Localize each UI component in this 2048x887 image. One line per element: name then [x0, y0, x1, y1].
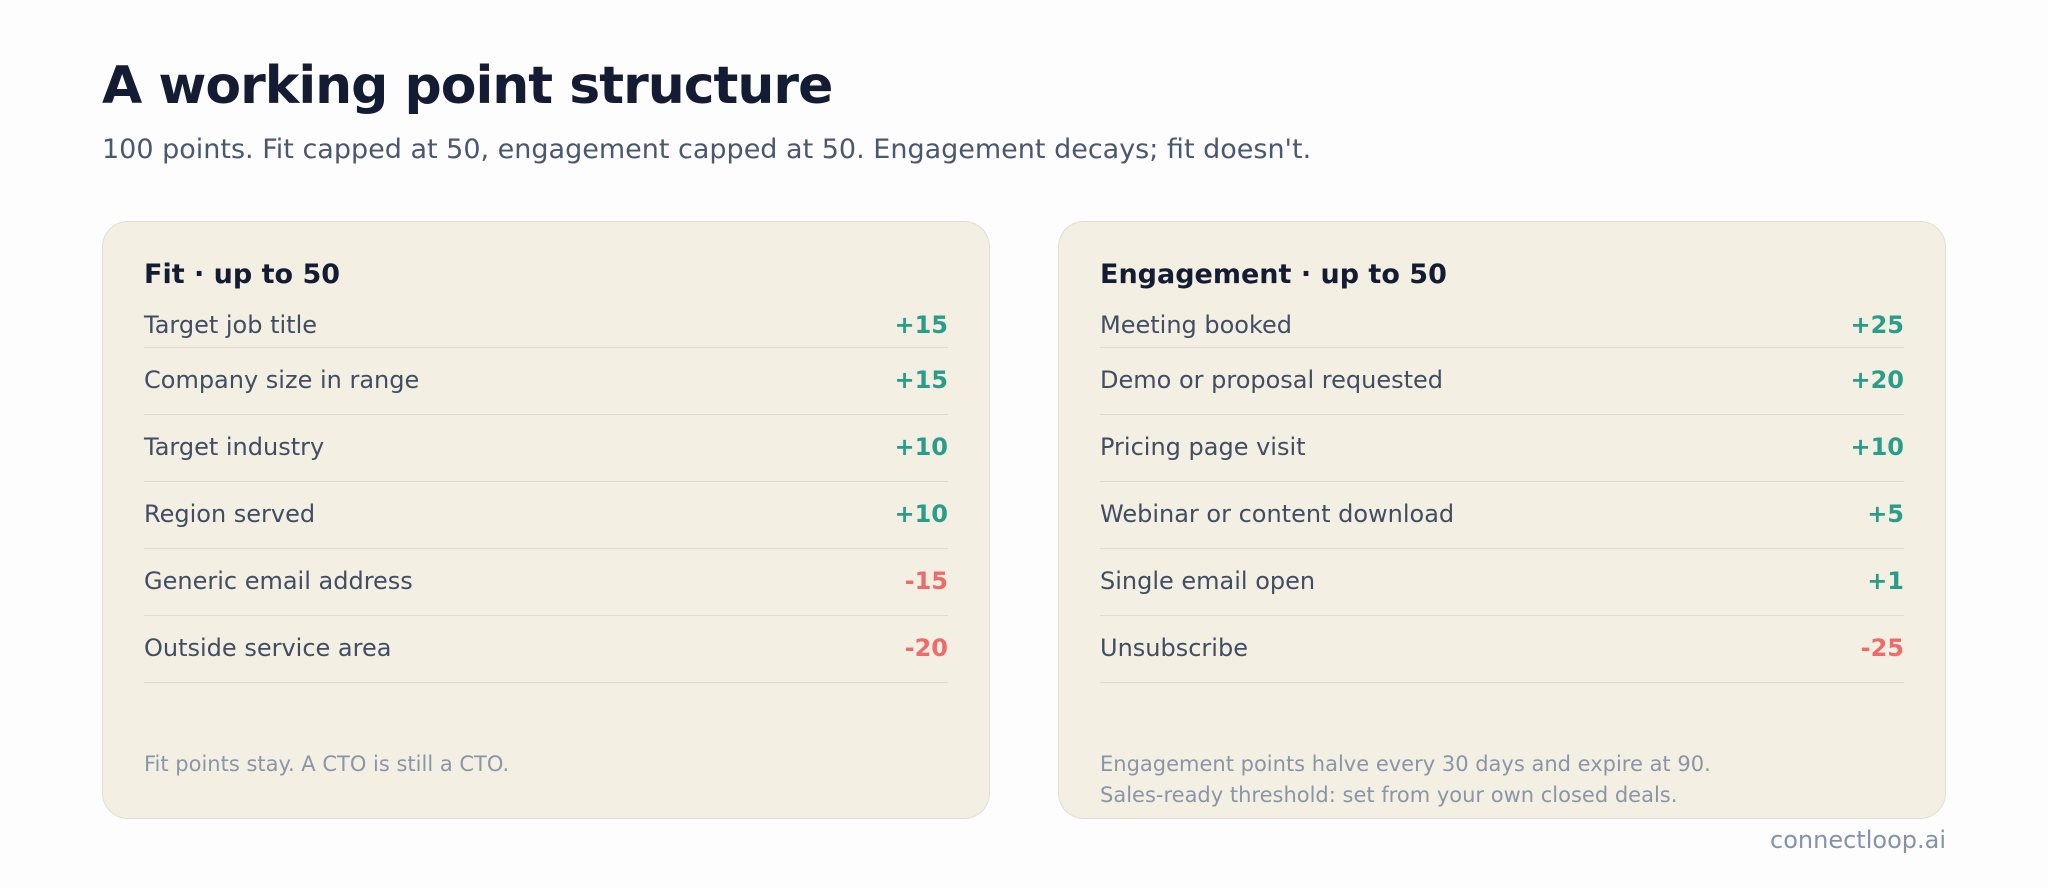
- fit-row-value: +10: [894, 500, 948, 528]
- fit-row: Generic email address -15: [144, 549, 948, 616]
- engagement-row-label: Unsubscribe: [1100, 634, 1248, 662]
- engagement-row-value: +10: [1850, 433, 1904, 461]
- fit-card-heading: Fit · up to 50: [144, 259, 341, 290]
- engagement-row-label: Meeting booked: [1100, 310, 1293, 339]
- engagement-note-line: Sales-ready threshold: set from your own…: [1100, 783, 1678, 807]
- engagement-row-label: Webinar or content download: [1100, 500, 1455, 528]
- engagement-row-value: +5: [1867, 500, 1904, 528]
- engagement-card-heading: Engagement · up to 50: [1100, 259, 1447, 290]
- fit-row-label: Outside service area: [144, 634, 392, 662]
- engagement-row-value: +1: [1867, 567, 1904, 595]
- engagement-card: Engagement · up to 50 Meeting booked +25…: [1058, 221, 1946, 819]
- engagement-row: Webinar or content download +5: [1100, 482, 1904, 549]
- fit-rows: Target job title +15 Company size in ran…: [144, 304, 948, 683]
- engagement-row: Single email open +1: [1100, 549, 1904, 616]
- engagement-row: Pricing page visit +10: [1100, 415, 1904, 482]
- fit-row-value: +15: [894, 366, 948, 394]
- fit-row: Target job title +15: [144, 304, 948, 348]
- brand-footer: connectloop.ai: [1770, 826, 1946, 854]
- engagement-row: Demo or proposal requested +20: [1100, 348, 1904, 415]
- fit-row: Target industry +10: [144, 415, 948, 482]
- engagement-row-label: Single email open: [1100, 567, 1316, 595]
- fit-row-value: +10: [894, 433, 948, 461]
- fit-row-label: Target job title: [144, 310, 318, 339]
- fit-card: Fit · up to 50 Target job title +15 Comp…: [102, 221, 990, 819]
- fit-note: Fit points stay. A CTO is still a CTO.: [144, 749, 509, 780]
- engagement-row-value: -25: [1860, 634, 1904, 662]
- engagement-row-label: Pricing page visit: [1100, 433, 1306, 461]
- engagement-row: Unsubscribe -25: [1100, 616, 1904, 683]
- fit-row: Company size in range +15: [144, 348, 948, 415]
- fit-row-label: Target industry: [144, 433, 325, 461]
- fit-row-label: Region served: [144, 500, 316, 528]
- page-title: A working point structure: [102, 56, 833, 116]
- fit-row-label: Company size in range: [144, 366, 420, 394]
- fit-row-value: -15: [904, 567, 948, 595]
- fit-note-line: Fit points stay. A CTO is still a CTO.: [144, 752, 510, 776]
- fit-row: Outside service area -20: [144, 616, 948, 683]
- engagement-note: Engagement points halve every 30 days an…: [1100, 749, 1711, 811]
- page-subtitle: 100 points. Fit capped at 50, engagement…: [102, 134, 1312, 165]
- engagement-row: Meeting booked +25: [1100, 304, 1904, 348]
- fit-row-value: +15: [894, 310, 948, 339]
- engagement-rows: Meeting booked +25 Demo or proposal requ…: [1100, 304, 1904, 683]
- engagement-row-label: Demo or proposal requested: [1100, 366, 1444, 394]
- fit-row-value: -20: [904, 634, 948, 662]
- fit-row: Region served +10: [144, 482, 948, 549]
- engagement-row-value: +20: [1850, 366, 1904, 394]
- fit-row-label: Generic email address: [144, 567, 413, 595]
- engagement-row-value: +25: [1850, 310, 1904, 339]
- engagement-note-line: Engagement points halve every 30 days an…: [1100, 752, 1711, 776]
